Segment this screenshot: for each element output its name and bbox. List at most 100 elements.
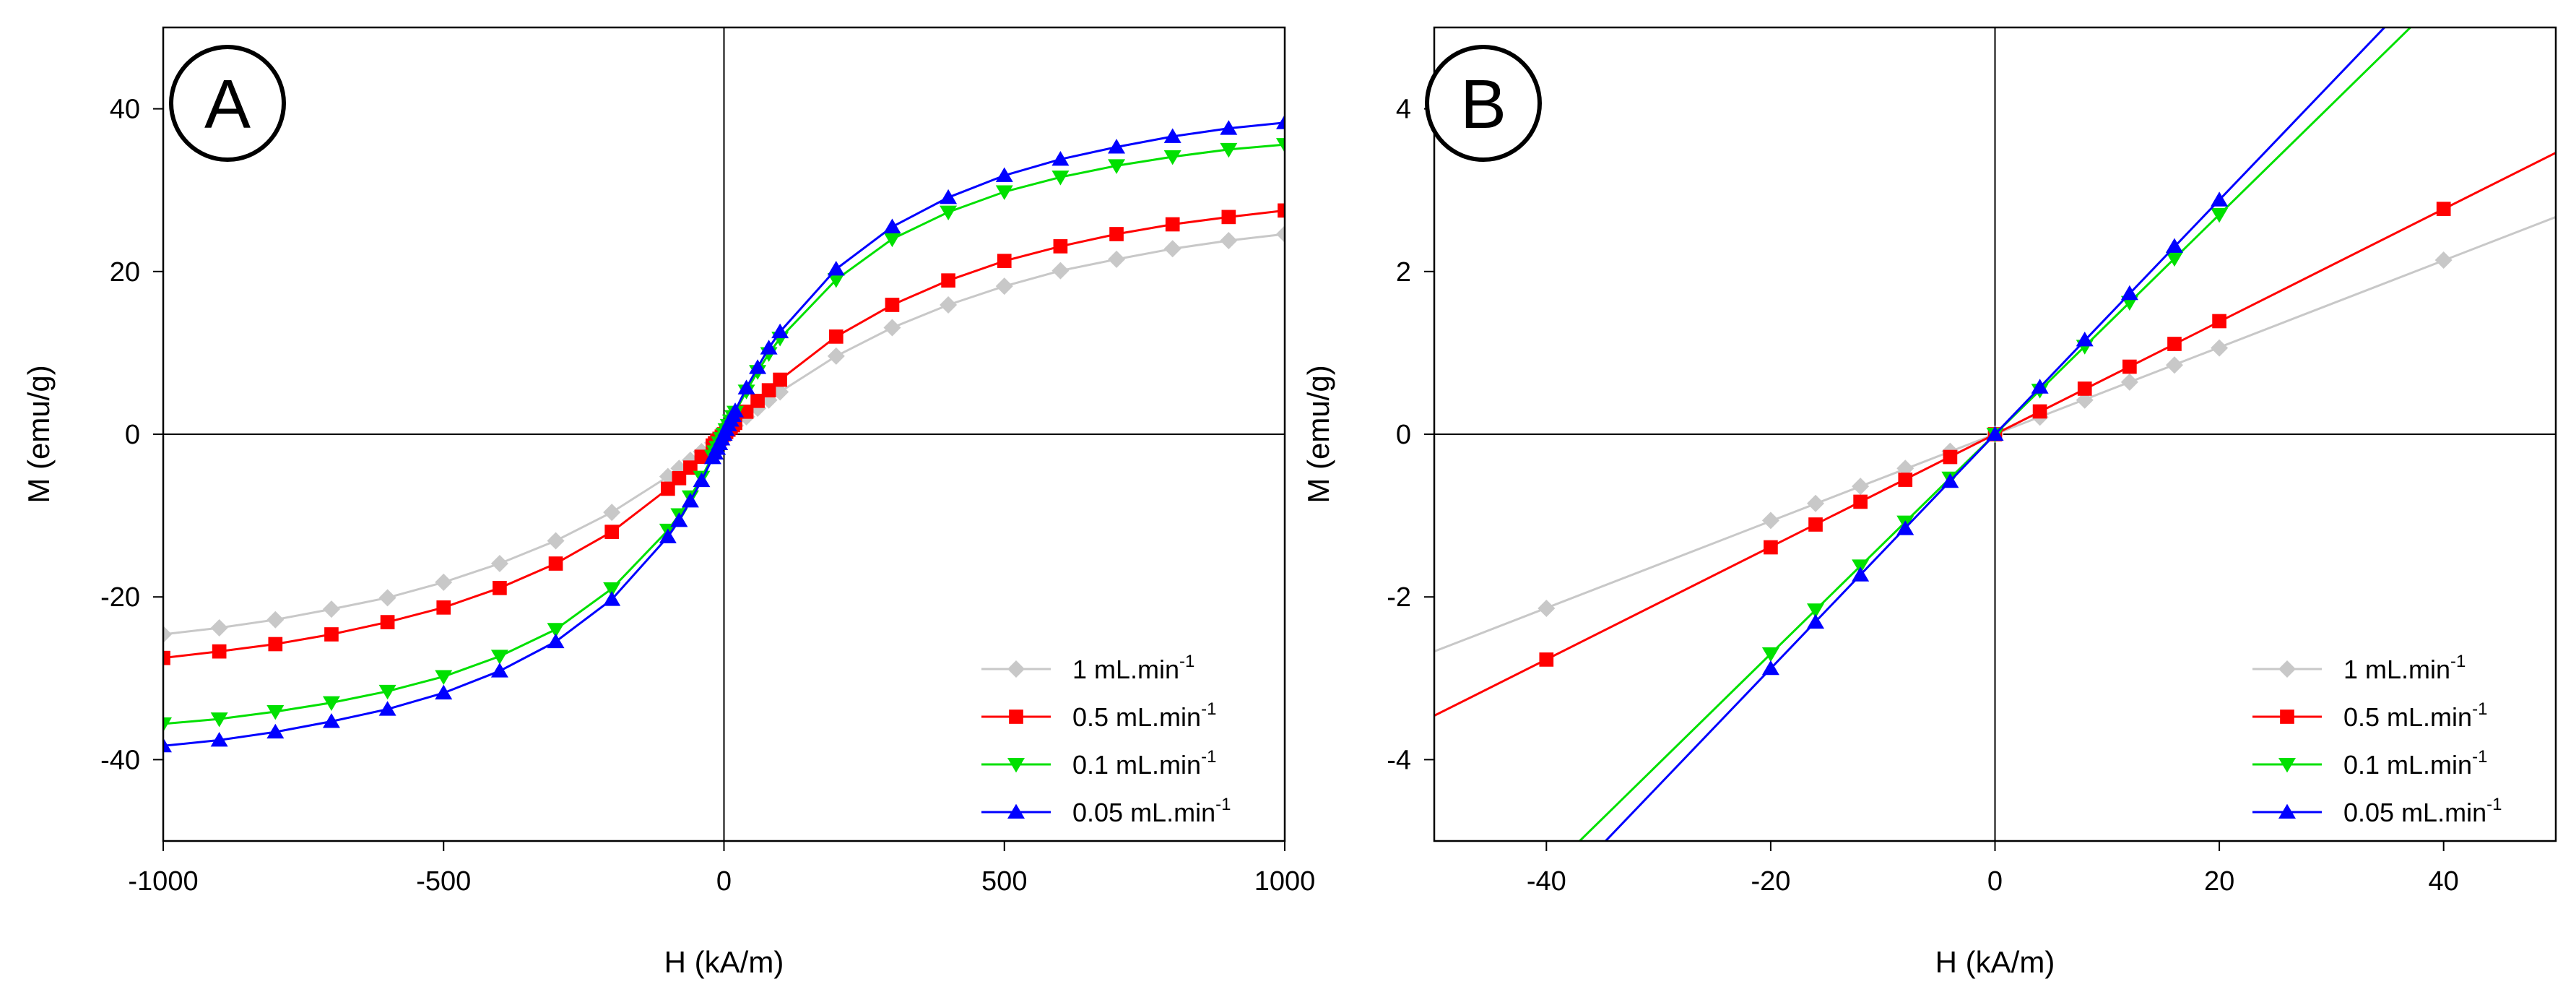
legend-label-text: 0.1 mL.min — [2343, 750, 2472, 780]
data-point — [1109, 227, 1124, 241]
plot-area — [163, 114, 1285, 753]
data-point — [2077, 381, 2092, 396]
y-tick-label: 0 — [125, 420, 140, 450]
legend-label: 1 mL.min-1 — [2343, 652, 2466, 684]
legend-label: 1 mL.min-1 — [1072, 652, 1194, 684]
legend-label-text: 0.05 mL.min — [1072, 798, 1215, 827]
data-point — [694, 449, 709, 465]
y-axis-title: M (emu/g) — [1301, 365, 1335, 503]
data-point — [2122, 359, 2137, 374]
data-point — [760, 340, 778, 355]
data-point — [2211, 191, 2229, 207]
data-point — [1764, 540, 1778, 555]
legend-label-superscript: -1 — [1179, 652, 1194, 671]
data-point — [681, 492, 699, 508]
data-point — [693, 472, 711, 488]
legend-entry: 1 mL.min-1 — [2252, 652, 2466, 684]
x-axis-title: H (kA/m) — [664, 945, 784, 979]
legend-label-text: 0.1 mL.min — [1072, 750, 1201, 780]
y-tick-label: 2 — [1396, 257, 1411, 288]
data-point — [761, 383, 776, 398]
y-tick-label: 4 — [1396, 95, 1411, 125]
data-point — [163, 625, 172, 643]
data-point — [940, 189, 958, 204]
data-point — [1051, 171, 1070, 186]
plot-area — [1434, 27, 2556, 841]
legend-marker — [2278, 660, 2296, 678]
data-point — [2436, 202, 2451, 216]
data-point — [827, 273, 845, 288]
legend: 1 mL.min-10.5 mL.min-10.1 mL.min-10.05 m… — [2252, 652, 2502, 827]
data-point — [1761, 660, 1779, 676]
panel-label-letter: B — [1460, 66, 1506, 143]
data-point — [749, 359, 767, 374]
data-point — [1276, 114, 1285, 129]
data-point — [322, 600, 340, 618]
data-point — [322, 696, 340, 711]
data-point — [603, 504, 621, 522]
data-point — [210, 731, 228, 747]
chart-panel-a: -1000 -500 0 500 1000 -40 -20 0 20 40 H (kA/m) M (e… — [22, 26, 1315, 979]
data-point — [268, 637, 283, 652]
legend-entry: 0.5 mL.min-1 — [2252, 699, 2487, 732]
x-axis-title: H (kA/m) — [1935, 945, 2055, 979]
data-point — [2165, 251, 2183, 267]
legend-marker — [1007, 758, 1025, 773]
data-point — [1163, 240, 1181, 258]
y-tick-label: -2 — [1387, 582, 1411, 613]
data-point — [603, 591, 621, 606]
data-point — [1053, 239, 1068, 254]
data-point — [1051, 262, 1070, 280]
data-point — [771, 323, 789, 339]
data-point — [1941, 473, 1959, 488]
data-point — [378, 589, 396, 607]
legend-label: 0.5 mL.min-1 — [1072, 699, 1216, 732]
data-point — [1108, 139, 1126, 154]
data-point — [2120, 285, 2138, 301]
legend-marker — [1007, 660, 1025, 678]
legend-marker — [2280, 709, 2294, 724]
data-point — [266, 704, 285, 720]
legend-label-text: 1 mL.min — [2343, 655, 2450, 684]
data-point — [827, 261, 845, 276]
data-point — [883, 218, 901, 233]
data-point — [1220, 232, 1238, 250]
data-point — [672, 470, 687, 486]
legend-label-text: 1 mL.min — [1072, 655, 1179, 684]
data-point — [212, 644, 227, 659]
legend-label: 0.1 mL.min-1 — [1072, 747, 1216, 780]
data-point — [547, 623, 565, 638]
data-point — [2434, 251, 2453, 269]
x-tick-label: 0 — [1987, 866, 2003, 897]
data-point — [490, 650, 508, 665]
panel-label: A — [169, 45, 286, 162]
y-tick-label: -20 — [100, 582, 140, 613]
legend-entry: 0.1 mL.min-1 — [2252, 747, 2487, 780]
legend-label-superscript: -1 — [1201, 699, 1216, 719]
panel-label-circle — [169, 45, 286, 162]
data-point — [995, 277, 1013, 296]
data-point — [435, 684, 453, 700]
data-point — [940, 205, 958, 221]
data-point — [1986, 426, 2004, 441]
data-point — [1852, 566, 1870, 582]
data-point — [547, 532, 565, 550]
x-tick-label: 40 — [2429, 866, 2459, 897]
data-point — [2212, 314, 2226, 329]
data-point — [2211, 339, 2229, 357]
data-point — [266, 611, 285, 629]
data-point — [380, 615, 395, 629]
panel-label-circle — [1425, 45, 1542, 162]
data-point — [2167, 337, 2182, 351]
data-point — [739, 404, 754, 419]
data-point — [2032, 404, 2047, 419]
data-point — [995, 185, 1013, 200]
data-point — [940, 296, 958, 314]
legend-marker — [1009, 709, 1023, 724]
data-point — [163, 737, 172, 753]
data-point — [661, 481, 675, 496]
data-point — [1221, 210, 1236, 225]
data-point — [1761, 512, 1779, 530]
data-point — [827, 347, 845, 365]
data-point — [604, 525, 620, 539]
